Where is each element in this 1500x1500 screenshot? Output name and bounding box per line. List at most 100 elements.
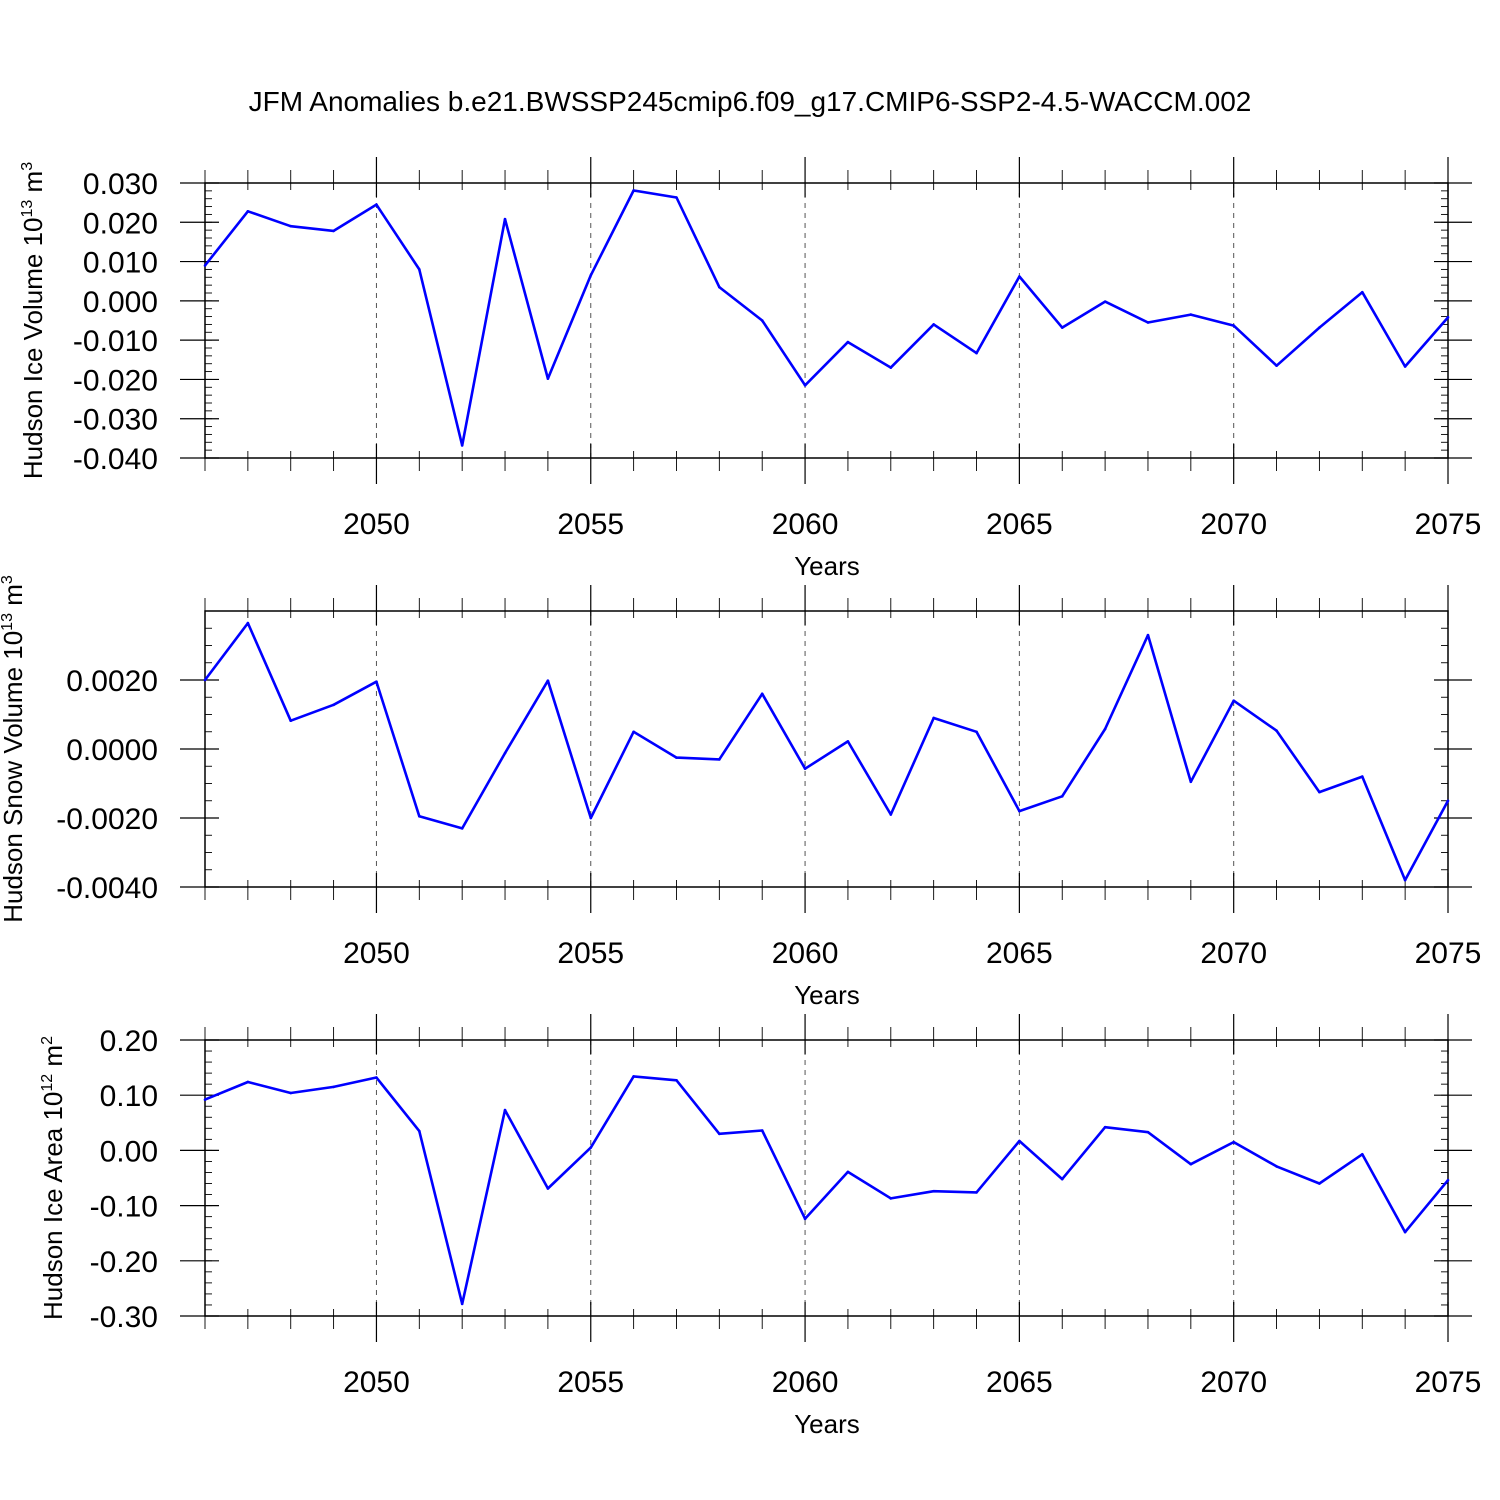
y-tick-label: 0.030 [83, 168, 158, 201]
data-point [1232, 1140, 1235, 1144]
x-tick-label: 2070 [1200, 937, 1267, 970]
data-point [803, 384, 807, 387]
data-point [632, 189, 635, 192]
data-point [1103, 300, 1107, 303]
y-axis-title: Hudson Ice Area 1012 m2 [38, 1036, 68, 1320]
data-point [1018, 275, 1021, 278]
x-tick-label: 2055 [557, 937, 624, 970]
data-point [932, 716, 935, 720]
data-point [889, 366, 893, 369]
data-point [760, 1129, 764, 1132]
data-point [1232, 324, 1235, 327]
data-point [503, 217, 507, 221]
data-point [1103, 727, 1107, 731]
data-point [375, 203, 378, 206]
x-tick-label: 2065 [986, 937, 1053, 970]
data-point [1146, 321, 1150, 324]
x-tick-label: 2050 [343, 508, 410, 541]
y-tick-label: 0.010 [83, 247, 158, 280]
chart-panel-3: 0.20 0.10 0.00 -0.10 -0.20 -0.30 2050 2055 2060 2… [38, 1014, 1481, 1439]
data-point [846, 740, 850, 743]
data-point [975, 730, 978, 734]
y-axis-title: Hudson Snow Volume 1013 m3 [0, 575, 28, 923]
data-point [889, 813, 893, 816]
data-point [1146, 633, 1150, 637]
data-point [589, 1146, 593, 1149]
y-tick-label: -0.0040 [56, 872, 158, 905]
data-point [289, 1091, 293, 1095]
data-point [246, 209, 250, 213]
y-tick-label: -0.020 [73, 364, 158, 397]
data-point [375, 680, 378, 684]
data-point [546, 1187, 550, 1190]
data-point [718, 285, 721, 289]
data-point [1275, 1165, 1278, 1168]
data-point [1189, 780, 1193, 784]
y-tick-label: 0.020 [83, 207, 158, 240]
data-point [1060, 326, 1064, 329]
y-tick-label: 0.20 [100, 1025, 158, 1058]
y-tick-label: 0.10 [100, 1080, 158, 1113]
data-point [418, 268, 421, 271]
chart-panel-2: 0.0020 0.0000 -0.0020 -0.0040 2050 2055 2060 20… [0, 575, 1481, 1010]
data-point [1446, 1178, 1450, 1182]
data-point [1189, 1162, 1193, 1166]
data-point [675, 756, 678, 759]
data-point [1318, 790, 1321, 794]
y-tick-label: -0.10 [90, 1191, 158, 1224]
data-point [332, 229, 335, 233]
data-point [460, 827, 464, 830]
data-point [803, 767, 807, 770]
figure-title: JFM Anomalies b.e21.BWSSP245cmip6.f09_g1… [249, 86, 1252, 117]
x-tick-label: 2070 [1200, 508, 1267, 541]
data-point [975, 351, 978, 355]
series-line [204, 1075, 1450, 1306]
series-line [203, 189, 1449, 447]
data-point [1018, 809, 1021, 813]
data-point [1318, 326, 1321, 329]
y-tick-label: 0.00 [100, 1135, 158, 1168]
x-tick-label: 2055 [557, 508, 624, 541]
data-point [203, 678, 207, 682]
data-point [932, 1189, 935, 1193]
x-tick-label: 2050 [343, 937, 410, 970]
data-point [1318, 1182, 1321, 1185]
data-point [1360, 775, 1364, 778]
data-point [675, 1078, 678, 1082]
plot-frame [204, 1039, 1449, 1317]
data-point [932, 323, 935, 326]
data-point [203, 1098, 207, 1101]
data-point [546, 679, 550, 682]
data-point [1189, 313, 1193, 316]
data-point [1275, 729, 1278, 733]
data-point [1403, 365, 1407, 368]
data-point [718, 758, 721, 761]
data-point [246, 1080, 250, 1084]
x-tick-label: 2065 [986, 1366, 1053, 1399]
data-point [1360, 1152, 1364, 1156]
data-point [289, 224, 293, 228]
data-point [1403, 878, 1407, 882]
x-tick-label: 2070 [1200, 1366, 1267, 1399]
data-point [546, 377, 550, 380]
x-tick-label: 2060 [772, 937, 839, 970]
data-point [418, 1129, 421, 1133]
data-point [1146, 1130, 1150, 1134]
data-point [289, 719, 293, 723]
data-point [846, 1170, 850, 1174]
data-point [589, 274, 593, 277]
data-point [1232, 699, 1235, 702]
y-tick-label: -0.040 [73, 443, 158, 476]
y-tick-label: -0.0020 [56, 803, 158, 836]
plot-frame [204, 182, 1449, 459]
data-point [1360, 290, 1364, 294]
chart-panel-1: 0.030 0.020 0.010 0.000 -0.010 -0.020 -0.030 -0… [18, 157, 1481, 581]
data-point [418, 814, 421, 818]
data-point [332, 1085, 335, 1089]
data-point [460, 444, 464, 447]
data-point [1403, 1230, 1407, 1234]
y-tick-label: 0.0000 [66, 734, 158, 767]
data-point [1446, 799, 1450, 803]
series-line [203, 621, 1450, 882]
